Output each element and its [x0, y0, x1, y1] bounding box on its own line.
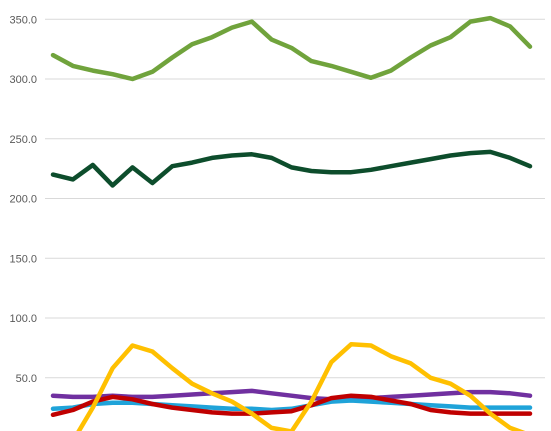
- y-tick-label: 350.0: [9, 14, 37, 26]
- y-tick-label: 50.0: [16, 373, 37, 385]
- y-tick-label: 300.0: [9, 74, 37, 86]
- series-line-3: [50, 388, 533, 402]
- series-lines: [50, 15, 533, 431]
- series-line-6: [76, 342, 526, 431]
- y-tick-label: 150.0: [9, 253, 37, 265]
- gridlines: [45, 18, 545, 379]
- series-line-5: [50, 393, 533, 418]
- series-line-4: [50, 398, 533, 413]
- y-axis-tick-labels: 50.0 100.0 150.0 200.0 250.0 300.0 350.0: [9, 14, 37, 385]
- y-tick-label: 200.0: [9, 194, 37, 206]
- series-line-1: [50, 15, 533, 82]
- y-tick-label: 100.0: [9, 313, 37, 325]
- series-line-2: [50, 149, 533, 188]
- y-tick-label: 250.0: [9, 134, 37, 146]
